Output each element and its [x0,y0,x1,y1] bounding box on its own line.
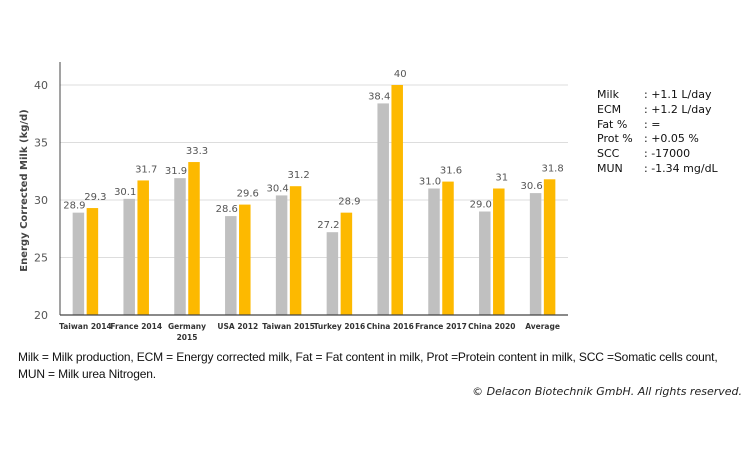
x-tick-label: China 2016 [367,322,414,331]
data-label: 29.0 [470,200,492,211]
summary-value: : -17000 [644,147,691,161]
bar-control [275,195,288,315]
summary-row-scc: SCC : -17000 [597,147,718,162]
data-labels: 28.929.3 30.131.7 31.933.328.629.6 30.431.2… [63,69,563,231]
bar-treatment [493,188,505,315]
x-tick-label: Taiwan 2014 [59,322,112,331]
data-label: 29.6 [237,189,259,200]
abbreviation-footnote: Milk = Milk production, ECM = Energy cor… [18,350,718,381]
bar-treatment [239,204,251,315]
summary-value: : = [644,117,661,131]
x-tick-label: Turkey 2016 [314,322,366,331]
summary-row-milk: Milk : +1.1 L/day [597,88,718,103]
data-label: 31.6 [440,166,462,177]
summary-row-ecm: ECM : +1.2 L/day [597,103,718,118]
results-summary: Milk : +1.1 L/day ECM : +1.2 L/day Fat % : … [597,88,718,177]
axes [59,62,568,316]
bar-treatment [543,179,556,315]
data-label: 31.9 [165,166,187,177]
copyright-notice: © Delacon Biotechnik GmbH. All rights re… [472,385,742,398]
bars [72,85,556,316]
bar-control [529,193,542,315]
bar-treatment [391,85,403,315]
y-tick-labels: 20 25 30 35 40 [34,79,48,322]
x-tick-label: Germany [168,322,206,331]
summary-key: SCC [597,147,620,161]
data-label: 28.6 [216,204,238,215]
x-tick-label: France 2014 [110,322,162,331]
data-label: 27.2 [317,220,339,231]
data-label: 31.2 [287,170,309,181]
x-tick-label: Average [525,322,560,331]
data-label: 30.6 [520,181,542,192]
summary-value: : +1.1 L/day [644,88,712,101]
summary-row-fat: Fat % : = [597,118,718,133]
summary-value: : -1.34 mg/dL [644,161,718,175]
bar-treatment [188,162,200,315]
x-tick-label: 2015 [177,333,198,342]
data-label: 31.8 [541,163,563,174]
data-label: 38.4 [368,91,390,102]
summary-key: MUN [597,161,623,175]
summary-key: Fat % [597,117,628,131]
y-tick-label: 30 [34,194,48,207]
x-tick-label: China 2020 [468,322,515,331]
bar-treatment [442,181,454,315]
data-label: 30.1 [114,187,136,198]
summary-key: ECM [597,102,622,116]
bar-treatment [86,208,99,315]
bar-treatment [137,180,149,315]
summary-value: : +0.05 % [644,132,699,146]
data-label: 31 [495,173,508,184]
data-label: 33.3 [186,146,208,157]
y-axis-label: Energy Corrected Milk (kg/d) [19,109,30,272]
bar-control [72,212,85,315]
bar-control [326,232,339,315]
x-tick-label: USA 2012 [217,322,258,331]
summary-key: Milk [597,88,619,101]
bar-control [174,178,186,315]
summary-key: Prot % [597,132,633,146]
y-tick-label: 35 [34,137,48,150]
x-tick-label: Taiwan 2015 [262,322,315,331]
bar-control [377,103,389,316]
y-tick-label: 20 [34,309,48,322]
data-label: 40 [394,69,407,80]
bar-control [225,216,237,315]
data-label: 30.4 [266,183,288,194]
data-label: 31.0 [419,177,441,188]
data-label: 28.9 [338,197,360,208]
bar-treatment [340,212,353,315]
bar-control [123,198,135,315]
summary-value: : +1.2 L/day [644,102,712,116]
x-tick-label: France 2017 [415,322,467,331]
summary-row-mun: MUN : -1.34 mg/dL [597,162,718,177]
y-tick-label: 40 [34,79,48,92]
y-tick-label: 25 [34,252,48,265]
data-label: 28.9 [63,201,85,212]
bar-control [428,188,440,315]
summary-row-prot: Prot % : +0.05 % [597,132,718,147]
bar-treatment [289,186,302,315]
data-label: 29.3 [84,192,106,203]
data-label: 31.7 [135,164,157,175]
bar-control [479,211,491,315]
